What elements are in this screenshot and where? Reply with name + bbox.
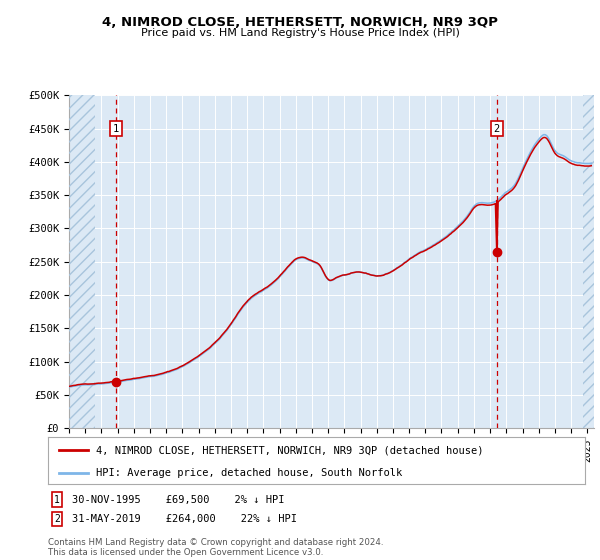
Text: 1: 1	[54, 494, 60, 505]
Text: 1: 1	[113, 124, 119, 133]
Bar	[69, 95, 95, 428]
Text: Price paid vs. HM Land Registry's House Price Index (HPI): Price paid vs. HM Land Registry's House …	[140, 28, 460, 38]
Text: 30-NOV-1995    £69,500    2% ↓ HPI: 30-NOV-1995 £69,500 2% ↓ HPI	[72, 494, 284, 505]
Text: 4, NIMROD CLOSE, HETHERSETT, NORWICH, NR9 3QP (detached house): 4, NIMROD CLOSE, HETHERSETT, NORWICH, NR…	[97, 445, 484, 455]
Text: 31-MAY-2019    £264,000    22% ↓ HPI: 31-MAY-2019 £264,000 22% ↓ HPI	[72, 514, 297, 524]
Text: HPI: Average price, detached house, South Norfolk: HPI: Average price, detached house, Sout…	[97, 468, 403, 478]
Bar	[583, 95, 594, 428]
Text: 2: 2	[494, 124, 500, 133]
Text: Contains HM Land Registry data © Crown copyright and database right 2024.
This d: Contains HM Land Registry data © Crown c…	[48, 538, 383, 557]
Bar	[69, 95, 95, 428]
Text: 2: 2	[54, 514, 60, 524]
Bar	[583, 95, 594, 428]
Text: 4, NIMROD CLOSE, HETHERSETT, NORWICH, NR9 3QP: 4, NIMROD CLOSE, HETHERSETT, NORWICH, NR…	[102, 16, 498, 29]
